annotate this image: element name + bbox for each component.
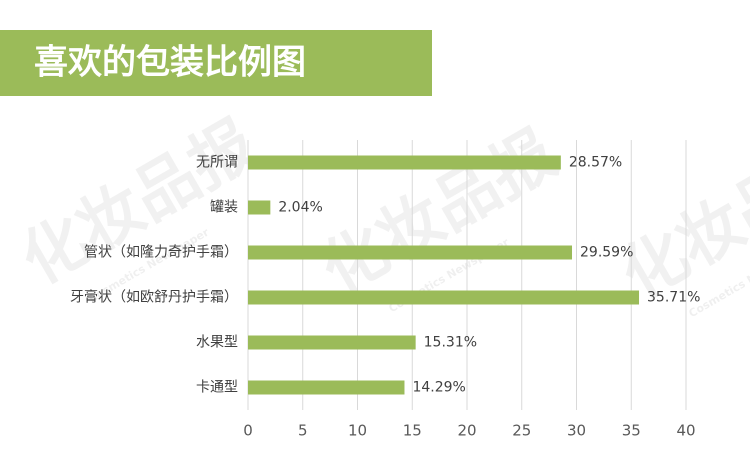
bar <box>248 200 271 215</box>
value-label: 15.31% <box>424 335 477 351</box>
x-tick-label: 5 <box>298 422 308 440</box>
value-label: 2.04% <box>278 200 322 216</box>
bar <box>248 155 561 170</box>
x-tick-label: 10 <box>348 422 367 440</box>
y-tick-label: 无所谓 <box>196 155 238 171</box>
x-tick-label: 25 <box>512 422 531 440</box>
bar <box>248 245 573 260</box>
y-tick-label: 水果型 <box>196 335 238 351</box>
value-label: 14.29% <box>412 380 465 396</box>
y-tick-label: 罐装 <box>210 200 238 216</box>
value-label: 29.59% <box>580 245 633 261</box>
x-tick-label: 20 <box>457 422 476 440</box>
y-tick-label: 牙膏状（如欧舒丹护手霜） <box>70 289 238 306</box>
y-tick-label: 管状（如隆力奇护手霜） <box>84 244 238 261</box>
x-tick-label: 15 <box>403 422 422 440</box>
title-banner <box>0 30 432 96</box>
x-tick-label: 35 <box>622 422 641 440</box>
bar <box>248 335 416 350</box>
value-label: 35.71% <box>647 290 700 306</box>
y-tick-label: 卡通型 <box>196 380 238 396</box>
value-label: 28.57% <box>569 155 622 171</box>
bar <box>248 290 640 305</box>
chart-title: 喜欢的包装比例图 <box>34 43 306 83</box>
x-tick-label: 0 <box>243 422 253 440</box>
bar <box>248 380 405 395</box>
x-tick-label: 40 <box>676 422 695 440</box>
x-tick-label: 30 <box>567 422 586 440</box>
